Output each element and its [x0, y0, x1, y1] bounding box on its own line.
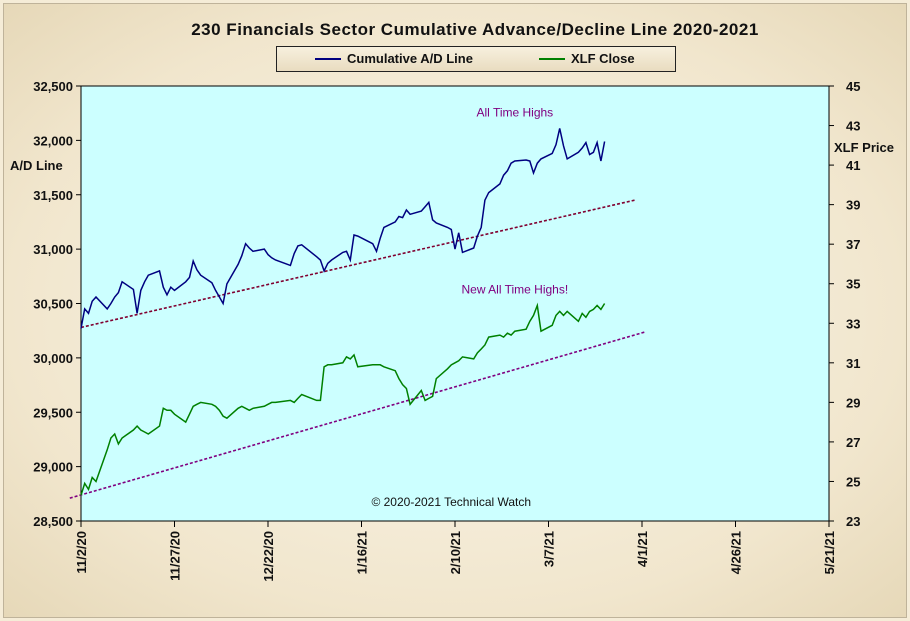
x-tick-label: 1/16/21 [355, 531, 370, 574]
annotation-label: All Time Highs [476, 105, 553, 119]
y-right-tick-label: 45 [846, 79, 860, 94]
x-tick-label: 11/2/20 [74, 531, 89, 574]
ad-line-series [80, 128, 606, 329]
legend-label-xlf: XLF Close [571, 51, 635, 66]
y-right-tick-label: 37 [846, 237, 860, 252]
x-tick-label: 5/21/21 [822, 531, 837, 574]
y-right-tick-label: 33 [846, 316, 860, 331]
y-left-tick-label: 32,500 [33, 79, 73, 94]
y-right-tick-label: 23 [846, 514, 860, 529]
y-right-tick-label: 25 [846, 474, 860, 489]
chart-title: 230 Financials Sector Cumulative Advance… [191, 20, 759, 39]
legend-item-xlf: XLF Close [539, 51, 635, 66]
legend-swatch-xlf [539, 57, 565, 60]
y-left-tick-label: 32,000 [33, 133, 73, 148]
legend-item-ad-line: Cumulative A/D Line [315, 51, 473, 66]
x-tick-label: 3/7/21 [542, 531, 557, 567]
x-tick-label: 4/26/21 [729, 531, 744, 574]
y-right-tick-label: 43 [846, 119, 860, 134]
copyright-annotation: © 2020-2021 Technical Watch [371, 495, 531, 509]
y-right-tick-label: 35 [846, 277, 860, 292]
x-tick-label: 11/27/20 [168, 531, 183, 581]
y-right-tick-label: 29 [846, 395, 860, 410]
y-left-tick-label: 30,500 [33, 297, 73, 312]
y-right-tick-label: 27 [846, 435, 860, 450]
y-right-tick-label: 31 [846, 356, 860, 371]
legend-swatch-ad-line [315, 57, 341, 60]
plot-area [80, 85, 830, 522]
y-left-tick-label: 29,000 [33, 460, 73, 475]
legend: Cumulative A/D Line XLF Close [276, 46, 676, 72]
y-left-tick-label: 31,000 [33, 242, 73, 257]
y-right-tick-label: 39 [846, 198, 860, 213]
annotation-label: New All Time Highs! [461, 282, 568, 296]
x-tick-label: 2/10/21 [448, 531, 463, 574]
y-axis-right-label: XLF Price [834, 140, 894, 155]
y-left-tick-label: 30,000 [33, 351, 73, 366]
x-tick-label: 4/1/21 [635, 531, 650, 567]
y-axis-left-label: A/D Line [10, 158, 63, 173]
y-left-tick-label: 29,500 [33, 405, 73, 420]
y-right-tick-label: 41 [846, 158, 860, 173]
xlf-close-series [80, 302, 606, 496]
legend-label-ad-line: Cumulative A/D Line [347, 51, 473, 66]
y-left-tick-label: 28,500 [33, 514, 73, 529]
x-tick-label: 12/22/20 [261, 531, 276, 582]
y-left-tick-label: 31,500 [33, 188, 73, 203]
